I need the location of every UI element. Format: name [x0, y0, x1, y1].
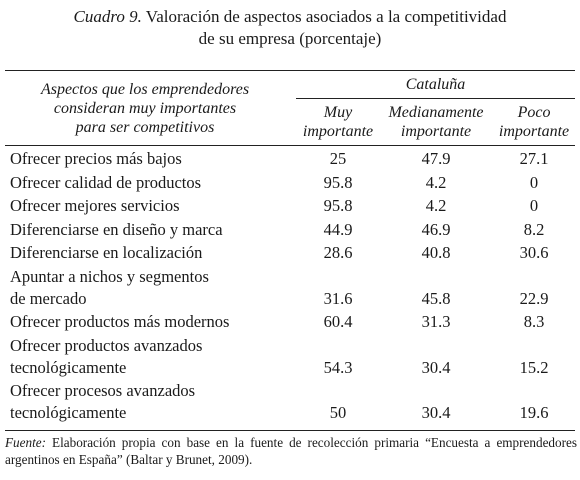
- cell-poco-importante: 0: [529, 172, 539, 192]
- table-caption-text: Valoración de aspectos asociados a la co…: [141, 7, 507, 26]
- cell-medianamente-importante: 45.8: [421, 288, 451, 308]
- column-header-line: importante: [400, 123, 472, 140]
- table-row: Ofrecer productos avanzados tecnológicame…: [0, 335, 580, 379]
- column-header-medianamente-importante: Medianamente importante: [380, 103, 492, 141]
- cell-medianamente-importante: 46.9: [421, 219, 451, 239]
- cell-poco-importante: 15.2: [519, 357, 549, 377]
- table-row: Ofrecer productos más modernos 60.4 31.3 8.…: [0, 311, 580, 333]
- column-header-muy-importante: Muy importante: [296, 103, 380, 141]
- table-row: Ofrecer procesos avanzados tecnológicamen…: [0, 380, 580, 424]
- cell-muy-importante: 31.6: [323, 288, 353, 308]
- header-bottom-rule: [5, 145, 575, 146]
- cell-medianamente-importante: 40.8: [421, 243, 451, 262]
- table-caption-line2: de su empresa (porcentaje): [198, 29, 382, 48]
- cell-muy-importante: 60.4: [323, 312, 353, 331]
- cell-muy-importante: 28.6: [323, 243, 353, 262]
- cell-poco-importante: 8.3: [523, 312, 545, 331]
- column-header-line: Muy: [323, 104, 353, 121]
- table-footnote: Fuente: Elaboración propia con base en l…: [5, 434, 577, 468]
- cell-muy-importante: 95.8: [323, 196, 353, 215]
- cell-medianamente-importante: 4.2: [425, 172, 447, 192]
- column-header-line: Medianamente: [388, 104, 484, 121]
- table-row: Ofrecer precios más bajos 25 47.9 27.1: [0, 148, 580, 170]
- aspect-label: Ofrecer mejores servicios: [10, 196, 180, 215]
- table-row: Diferenciarse en diseño y marca 44.9 46.9 8…: [0, 219, 580, 241]
- cell-muy-importante: 54.3: [323, 357, 353, 377]
- table-row: Ofrecer calidad de productos 95.8 4.2 0: [0, 172, 580, 194]
- aspect-label: Apuntar a nichos y segmentos: [10, 266, 209, 286]
- table-row: Ofrecer mejores servicios 95.8 4.2 0: [0, 195, 580, 217]
- table-row: Apuntar a nichos y segmentos de mercado 31…: [0, 266, 580, 310]
- cell-poco-importante: 22.9: [519, 288, 549, 308]
- cell-medianamente-importante: 31.3: [421, 312, 451, 331]
- column-header-line: importante: [498, 123, 570, 140]
- column-header-line: Poco: [517, 104, 551, 121]
- table-caption-line1: Cuadro 9. Valoración de aspectos asociad…: [0, 6, 580, 27]
- aspect-label: Ofrecer procesos avanzados: [10, 381, 196, 400]
- cell-medianamente-importante: 4.2: [425, 196, 447, 215]
- aspect-label: tecnológicamente: [10, 403, 127, 422]
- table-bottom-rule: [5, 430, 575, 431]
- table-row: Diferenciarse en localización 28.6 40.8 30.…: [0, 242, 580, 264]
- aspect-label: Ofrecer productos más modernos: [10, 312, 230, 331]
- cell-muy-importante: 50: [329, 403, 347, 422]
- cell-poco-importante: 27.1: [519, 149, 549, 168]
- aspect-label: Ofrecer calidad de productos: [10, 172, 202, 192]
- aspects-header-line3: para ser competitivos: [75, 119, 215, 136]
- aspect-label: Diferenciarse en localización: [10, 243, 203, 262]
- footnote-text: Elaboración propia con base en la fuente…: [5, 435, 577, 467]
- cell-poco-importante: 8.2: [523, 219, 545, 239]
- cell-muy-importante: 95.8: [323, 172, 353, 192]
- cell-medianamente-importante: 30.4: [421, 403, 451, 422]
- aspects-header-line1: Aspectos que los emprendedores: [40, 81, 250, 98]
- aspects-header-line2: consideran muy importantes: [53, 100, 237, 117]
- cell-muy-importante: 25: [329, 149, 347, 168]
- footnote-label: Fuente:: [5, 435, 47, 450]
- aspect-label: Ofrecer productos avanzados: [10, 335, 203, 355]
- cell-muy-importante: 44.9: [323, 219, 353, 239]
- region-header: Cataluña: [405, 76, 466, 93]
- column-header-line: importante: [302, 123, 374, 140]
- cell-poco-importante: 30.6: [519, 243, 549, 262]
- cell-medianamente-importante: 30.4: [421, 357, 451, 377]
- aspect-label: tecnológicamente: [10, 357, 127, 377]
- aspect-label: Ofrecer precios más bajos: [10, 149, 182, 168]
- cell-poco-importante: 0: [529, 196, 539, 215]
- table-caption-label: Cuadro 9.: [73, 7, 142, 26]
- cell-medianamente-importante: 47.9: [421, 149, 451, 168]
- aspect-label: Diferenciarse en diseño y marca: [10, 219, 223, 239]
- aspect-label: de mercado: [10, 288, 87, 308]
- aspects-column-header: Aspectos que los emprendedores considera…: [10, 80, 280, 137]
- column-header-poco-importante: Poco importante: [492, 103, 576, 141]
- cell-poco-importante: 19.6: [519, 403, 549, 422]
- table-top-rule: [5, 70, 575, 71]
- region-rule: [296, 98, 575, 99]
